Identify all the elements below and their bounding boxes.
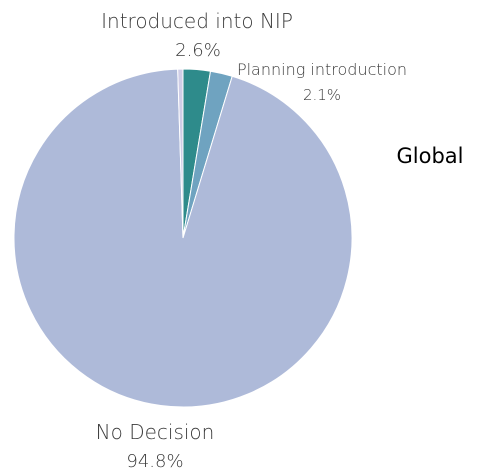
- slice-label-planning: Planning introduction: [237, 60, 407, 79]
- slice-value-planning: 2.1%: [303, 86, 341, 104]
- slice-label-introduced: Introduced into NIP: [101, 9, 293, 33]
- slice-label-no-decision: No Decision: [96, 420, 215, 444]
- slice-value-no-decision: 94.8%: [126, 451, 183, 472]
- slice-other: [177, 68, 184, 239]
- chart-title: Global: [397, 144, 464, 168]
- pie-slices: [13, 68, 353, 408]
- slice-value-introduced: 2.6%: [175, 40, 221, 61]
